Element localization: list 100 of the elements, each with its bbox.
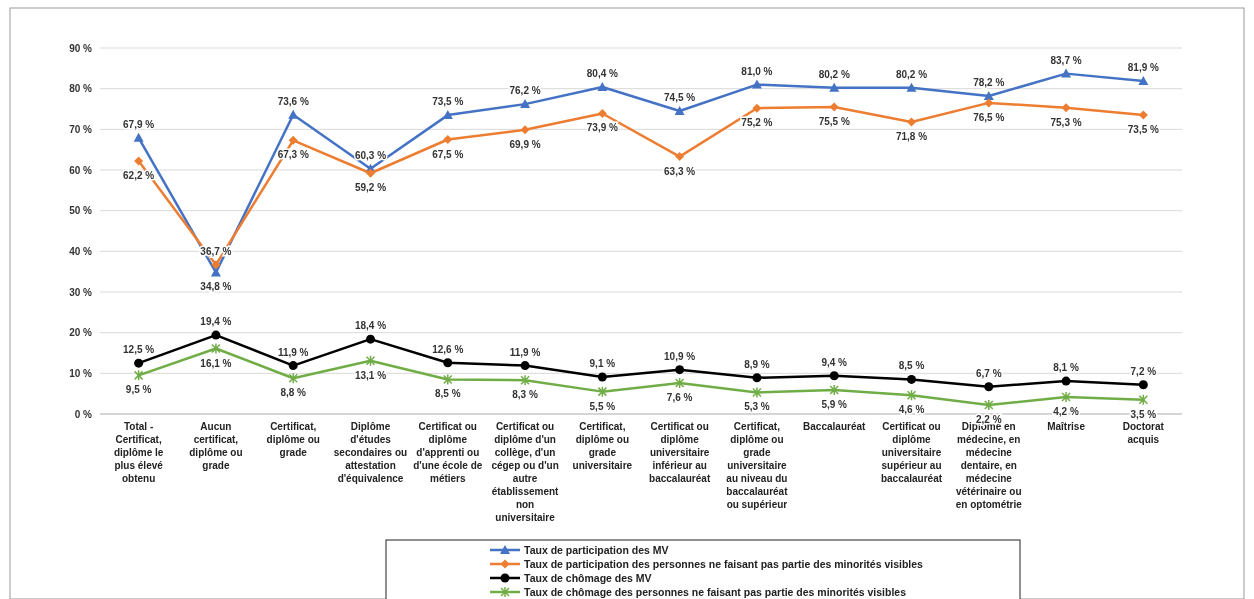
- point: [288, 135, 298, 145]
- x-tick-label: Certificat, diplôme ou grade universitaire: [572, 421, 633, 471]
- data-label: 7,6 %: [666, 392, 693, 404]
- point: [443, 373, 453, 386]
- point: [1061, 391, 1071, 403]
- point: [1061, 376, 1071, 386]
- point: [906, 82, 917, 92]
- x-tick-label: Total - Certificat, diplôme le plus élevé obtenu: [113, 421, 164, 484]
- data-label: 75,5 %: [818, 115, 850, 127]
- point: [675, 365, 685, 375]
- point: [211, 330, 221, 340]
- point: [520, 374, 530, 386]
- x-tick-label: Doctorat acquis: [1122, 421, 1165, 445]
- data-label: 81,0 %: [741, 65, 773, 77]
- point: [907, 374, 916, 384]
- point: [1138, 110, 1148, 120]
- point: [1138, 394, 1149, 406]
- x-tick-label: Certificat ou diplôme universitaire inférieur au baccalauréat: [649, 421, 711, 484]
- point: [829, 102, 839, 112]
- data-label: 71,8 %: [895, 131, 928, 143]
- data-label: 8,9 %: [744, 358, 770, 370]
- point: [1138, 75, 1149, 85]
- point: [752, 386, 762, 399]
- data-label: 13,1 %: [354, 369, 387, 381]
- data-label: 11,9 %: [509, 346, 541, 358]
- x-tick-label: Certificat, diplôme ou grade: [266, 421, 320, 458]
- point: [674, 377, 685, 389]
- y-tick-label: 70 %: [69, 123, 93, 135]
- point: [597, 108, 607, 118]
- point: [443, 358, 453, 368]
- legend-label: Taux de chômage des MV: [524, 571, 652, 584]
- point: [984, 382, 994, 392]
- point: [288, 361, 298, 371]
- data-label: 12,5 %: [123, 344, 155, 356]
- y-tick-label: 60 %: [69, 164, 93, 176]
- data-label: 9,1 %: [589, 357, 616, 369]
- point: [983, 90, 994, 100]
- data-label: 80,2 %: [818, 68, 850, 80]
- point: [443, 135, 453, 144]
- data-label: 5,9 %: [821, 399, 848, 411]
- data-label: 19,4 %: [200, 316, 232, 328]
- data-label: 83,7 %: [1050, 54, 1082, 66]
- point: [365, 354, 376, 367]
- data-label: 75,2 %: [741, 117, 773, 129]
- x-tick-label: Baccalauréat: [803, 421, 867, 432]
- legend-label: Taux de participation des personnes ne faisant pas partie des minorités visibles: [524, 557, 924, 570]
- data-label: 5,3 %: [744, 401, 770, 413]
- legend-label: Taux de participation des MV: [524, 543, 669, 556]
- y-tick-label: 50 %: [69, 205, 93, 217]
- y-tick-label: 30 %: [69, 286, 93, 298]
- y-tick-label: 40 %: [69, 245, 93, 257]
- point: [597, 385, 608, 398]
- point: [366, 168, 375, 178]
- data-label: 81,9 %: [1127, 61, 1160, 73]
- point: [288, 372, 298, 384]
- data-label: 4,6 %: [898, 404, 925, 416]
- data-label: 76,2 %: [509, 85, 541, 97]
- data-label: 74,5 %: [664, 92, 696, 104]
- x-tick-label: Aucun certificat, diplôme ou grade: [189, 421, 243, 471]
- data-label: 7,2 %: [1130, 365, 1157, 377]
- point: [520, 99, 531, 109]
- data-label: 75,3 %: [1050, 116, 1082, 128]
- y-tick-label: 20 %: [69, 327, 93, 339]
- point: [984, 399, 994, 411]
- point: [211, 342, 221, 355]
- point: [597, 372, 607, 382]
- data-label: 8,1 %: [1053, 362, 1079, 374]
- data-label: 60,3 %: [354, 149, 387, 161]
- data-label: 73,5 %: [1127, 124, 1160, 136]
- point: [829, 384, 839, 396]
- data-label: 5,5 %: [589, 400, 616, 412]
- data-label: 73,5 %: [432, 96, 464, 108]
- point: [907, 117, 916, 127]
- x-tick-label: Certificat, diplôme ou grade universitaire au niveau du baccalauréat ou supérieur: [726, 421, 789, 510]
- point: [133, 369, 144, 382]
- y-tick-label: 10 %: [69, 367, 93, 379]
- data-label: 80,2 %: [895, 68, 928, 80]
- data-label: 18,4 %: [354, 320, 387, 332]
- x-tick-label: Certificat ou diplôme universitaire supérieur au baccalauréat: [880, 421, 943, 484]
- data-label: 69,9 %: [509, 138, 541, 150]
- data-label: 12,6 %: [432, 343, 464, 355]
- point: [134, 358, 144, 368]
- point: [134, 156, 144, 166]
- point: [520, 125, 530, 135]
- data-label: 11,9 %: [277, 346, 309, 358]
- point: [675, 152, 685, 162]
- data-label: 34,8 %: [200, 281, 232, 293]
- data-label: 3,5 %: [1130, 408, 1157, 420]
- x-tick-label: Certificat ou diplôme d'un collège, d'un cégep ou d'un autre établissement non universitaire: [491, 421, 560, 523]
- point: [751, 79, 762, 89]
- point: [829, 371, 839, 381]
- point: [520, 361, 530, 371]
- data-label: 63,3 %: [664, 165, 696, 177]
- y-tick-label: 90 %: [69, 42, 93, 54]
- data-label: 9,4 %: [821, 356, 848, 368]
- data-label: 78,2 %: [973, 76, 1005, 88]
- data-label: 73,9 %: [586, 122, 619, 134]
- y-tick-label: 80 %: [69, 83, 93, 95]
- data-label: 8,8 %: [280, 387, 307, 399]
- data-label: 67,9 %: [123, 118, 155, 130]
